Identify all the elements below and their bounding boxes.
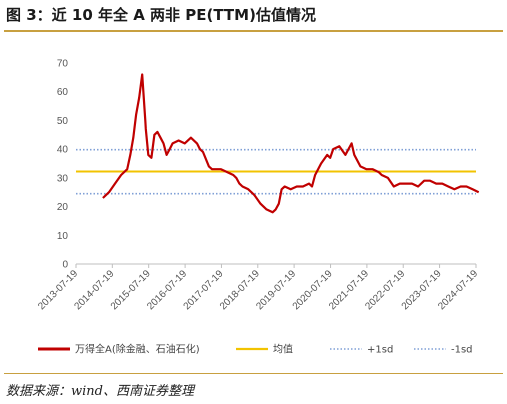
y-tick-label: 10 bbox=[57, 231, 69, 242]
y-tick-label: 30 bbox=[57, 173, 69, 184]
y-tick-label: 50 bbox=[57, 116, 69, 127]
y-tick-label: 60 bbox=[57, 87, 69, 98]
source-rule bbox=[4, 373, 503, 374]
plot-area bbox=[102, 73, 480, 214]
legend-label-plus-1sd: +1sd bbox=[367, 345, 393, 356]
legend-label-mean: 均值 bbox=[273, 343, 293, 356]
legend-label-pe: 万得全A(除金融、石油石化) bbox=[75, 343, 200, 356]
pe-line bbox=[102, 73, 480, 214]
x-axis: 2013-07-192014-07-192015-07-192016-07-19… bbox=[36, 263, 480, 312]
y-tick-label: 0 bbox=[62, 260, 68, 271]
source-note: 数据来源：wind、西南证券整理 bbox=[6, 384, 194, 399]
figure-title: 图 3：近 10 年全 A 两非 PE(TTM)估值情况 bbox=[6, 6, 316, 24]
legend: 万得全A(除金融、石油石化) 均值 +1sd -1sd bbox=[38, 343, 473, 356]
y-tick-label: 20 bbox=[57, 202, 69, 213]
y-axis: 0 10 20 30 40 50 60 70 bbox=[57, 59, 69, 271]
x-tick-label: 2024-07-19 bbox=[436, 268, 480, 312]
legend-label-minus-1sd: -1sd bbox=[451, 345, 473, 356]
reference-lines bbox=[76, 148, 476, 195]
y-tick-label: 70 bbox=[57, 59, 69, 70]
y-tick-label: 40 bbox=[57, 145, 69, 156]
title-rule bbox=[4, 30, 503, 32]
